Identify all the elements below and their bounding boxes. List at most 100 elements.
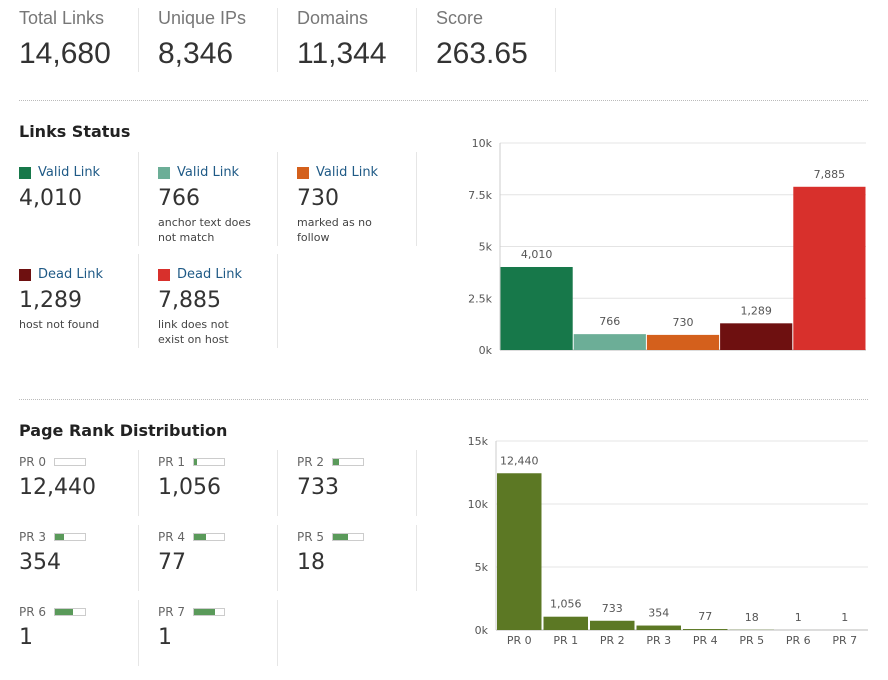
value-label: 354 — [648, 607, 669, 620]
value-label: 1 — [841, 611, 848, 624]
x-tick-label: PR 6 — [786, 634, 811, 647]
stat: Unique IPs 8,346 — [139, 8, 278, 72]
rank-value: 18 — [297, 550, 325, 575]
status-value: 1,289 — [19, 288, 82, 313]
rank-cell: PR 7 1 — [139, 600, 278, 666]
y-tick-label: 5k — [479, 241, 493, 254]
stat: Score 263.65 — [417, 8, 556, 72]
stat-label: Unique IPs — [158, 8, 247, 28]
y-tick-label: 7.5k — [468, 189, 492, 202]
value-label: 1,289 — [740, 304, 772, 317]
value-label: 12,440 — [500, 454, 539, 467]
rank-name: PR 7 — [158, 605, 186, 619]
legend-swatch — [158, 166, 170, 179]
status-value: 7,885 — [158, 288, 221, 313]
rank-label: PR 6 — [19, 605, 138, 619]
y-tick-label: 10k — [472, 137, 493, 150]
status-name: Valid Link — [38, 165, 101, 180]
rank-value: 733 — [297, 475, 339, 500]
x-tick-label: PR 1 — [553, 634, 578, 647]
stat-label: Score — [436, 8, 484, 28]
legend-swatch — [158, 268, 170, 281]
rank-cell: PR 2 733 — [278, 450, 417, 516]
x-tick-label: PR 3 — [646, 634, 671, 647]
rank-name: PR 6 — [19, 605, 47, 619]
x-tick-label: PR 4 — [693, 634, 718, 647]
rank-meter-fill — [194, 459, 198, 465]
rank-cell: PR 5 18 — [278, 525, 417, 591]
status-cell: Valid Link 4,010 — [0, 152, 139, 246]
rank-label: PR 3 — [19, 530, 138, 544]
value-label: 1 — [795, 611, 802, 624]
rank-meter — [54, 533, 87, 541]
rank-meter — [54, 608, 87, 616]
bar — [590, 620, 635, 630]
status-name: Dead Link — [177, 267, 242, 282]
stat: Domains 11,344 — [278, 8, 417, 72]
rank-cell: PR 3 354 — [0, 525, 139, 591]
bar — [720, 323, 793, 350]
rank-meter — [332, 458, 365, 466]
rank-name: PR 0 — [19, 455, 47, 469]
rank-value: 1 — [19, 625, 33, 650]
y-tick-label: 2.5k — [468, 292, 492, 305]
rank-meter — [332, 533, 365, 541]
rank-meter-fill — [194, 534, 207, 540]
legend-swatch — [297, 166, 309, 179]
rank-meter — [54, 458, 87, 466]
y-tick-label: 15k — [468, 435, 489, 448]
rank-name: PR 5 — [297, 530, 325, 544]
stat: Total Links 14,680 — [0, 8, 139, 72]
rank-value: 1,056 — [158, 475, 221, 500]
value-label: 4,010 — [521, 248, 553, 261]
rank-value: 354 — [19, 550, 61, 575]
bar — [636, 625, 681, 630]
x-tick-label: PR 0 — [507, 634, 532, 647]
status-label: Valid Link — [158, 165, 277, 180]
rank-value: 77 — [158, 550, 186, 575]
bar — [646, 334, 720, 350]
value-label: 77 — [698, 610, 712, 623]
rank-cell: PR 0 12,440 — [0, 450, 139, 516]
status-note: host not found — [19, 318, 100, 331]
rank-cell: PR 4 77 — [139, 525, 278, 591]
rank-meter-fill — [55, 609, 74, 615]
rank-meter-fill — [194, 609, 216, 615]
stat-label: Total Links — [19, 8, 105, 28]
rank-meter — [193, 533, 226, 541]
status-value: 4,010 — [19, 186, 82, 211]
separator — [19, 399, 868, 400]
value-label: 1,056 — [550, 598, 582, 611]
bar — [543, 616, 588, 630]
rank-meter — [193, 458, 226, 466]
x-tick-label: PR 2 — [600, 634, 625, 647]
y-tick-label: 0k — [479, 344, 493, 357]
stat-value: 11,344 — [297, 37, 387, 70]
rank-name: PR 3 — [19, 530, 47, 544]
legend-swatch — [19, 166, 31, 179]
rank-meter-fill — [333, 534, 349, 540]
stat-label: Domains — [297, 8, 369, 28]
legend-swatch — [19, 268, 31, 281]
status-cell: Valid Link 730 marked as no follow — [278, 152, 417, 246]
value-label: 766 — [599, 315, 620, 328]
bar — [497, 473, 542, 630]
page-rank-chart: 0k 5k 10k 15k 12,440 PR 0 1,056 PR 1 733 PR 2 354 P… — [468, 435, 868, 647]
value-label: 730 — [673, 316, 694, 329]
status-cell: Dead Link 1,289 host not found — [0, 254, 139, 348]
rank-label: PR 5 — [297, 530, 416, 544]
status-name: Dead Link — [38, 267, 103, 282]
links-chart: 0k 2.5k 5k 7.5k 10k 4,010 766 730 1,289 7,885 — [468, 137, 866, 357]
rank-name: PR 4 — [158, 530, 186, 544]
status-label: Dead Link — [19, 267, 138, 282]
rank-label: PR 2 — [297, 455, 416, 469]
status-value: 766 — [158, 186, 200, 211]
value-label: 18 — [745, 611, 759, 624]
rank-label: PR 7 — [158, 605, 277, 619]
rank-value: 12,440 — [19, 475, 96, 500]
status-label: Valid Link — [297, 165, 416, 180]
rank-name: PR 1 — [158, 455, 186, 469]
status-cell: Valid Link 766 anchor text does not match — [139, 152, 278, 246]
stat-value: 263.65 — [436, 37, 528, 70]
